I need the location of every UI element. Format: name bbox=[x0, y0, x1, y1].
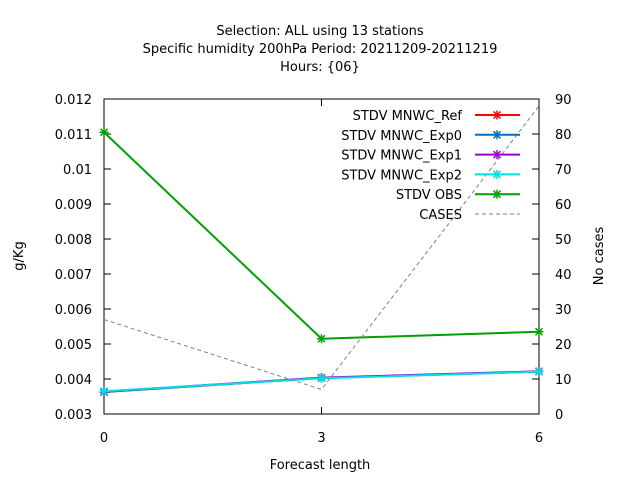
y-tick-label: 0.003 bbox=[55, 408, 92, 423]
data-point bbox=[534, 367, 544, 377]
data-point bbox=[317, 373, 326, 383]
legend-marker bbox=[492, 130, 502, 140]
title-line-2: Specific humidity 200hPa Period: 2021120… bbox=[143, 42, 498, 57]
legend-label: CASES bbox=[419, 208, 462, 223]
legend-marker bbox=[492, 189, 502, 199]
y2-tick-label: 50 bbox=[555, 233, 572, 248]
y2-tick-label: 70 bbox=[555, 163, 572, 178]
series-line-5 bbox=[103, 105, 540, 391]
legend-label: STDV OBS bbox=[396, 188, 462, 203]
y-tick-label: 0.005 bbox=[55, 338, 92, 353]
y-tick-label: 0.006 bbox=[55, 303, 92, 318]
axes-ticks: 0.003 0.004 0.005 0.006 0.007 0.008 0.009 0.01 0… bbox=[55, 93, 572, 446]
legend-label: STDV MNWC_Ref bbox=[353, 109, 463, 124]
y-tick-label: 0.012 bbox=[55, 93, 92, 108]
y2-tick-label: 0 bbox=[555, 408, 563, 423]
y-tick-label: 0.009 bbox=[55, 198, 92, 213]
data-point bbox=[99, 127, 109, 137]
x-tick-label: 6 bbox=[535, 431, 543, 446]
legend-item: STDV MNWC_Exp0 bbox=[341, 129, 520, 144]
title-line-1: Selection: ALL using 13 stations bbox=[216, 24, 424, 39]
y2-tick-label: 10 bbox=[555, 373, 572, 388]
y-tick-label: 0.01 bbox=[63, 163, 92, 178]
legend-item: CASES bbox=[419, 208, 520, 223]
x-axis-label: Forecast length bbox=[270, 458, 371, 473]
legend-marker bbox=[492, 169, 502, 179]
data-lines bbox=[99, 105, 544, 397]
series-line-4 bbox=[103, 131, 540, 340]
y2-tick-label: 40 bbox=[555, 268, 572, 283]
title-line-3: Hours: {06} bbox=[280, 60, 360, 75]
legend-marker bbox=[492, 150, 502, 160]
y2-tick-label: 60 bbox=[555, 198, 572, 213]
data-point bbox=[534, 327, 544, 337]
y2-tick-label: 90 bbox=[555, 93, 572, 108]
legend-item: STDV OBS bbox=[396, 188, 520, 203]
x-tick-label: 0 bbox=[100, 431, 108, 446]
y-tick-label: 0.008 bbox=[55, 233, 92, 248]
legend: STDV MNWC_Ref STDV MNWC_Exp0 STDV MNWC_Exp… bbox=[341, 109, 520, 223]
data-point bbox=[317, 334, 326, 344]
data-point bbox=[99, 386, 109, 396]
y2-tick-label: 30 bbox=[555, 303, 572, 318]
legend-item: STDV MNWC_Ref bbox=[353, 109, 520, 124]
y-tick-label: 0.007 bbox=[55, 268, 92, 283]
legend-label: STDV MNWC_Exp1 bbox=[341, 149, 462, 164]
y-tick-label: 0.011 bbox=[55, 128, 92, 143]
chart-title: Selection: ALL using 13 stations Specifi… bbox=[143, 24, 498, 75]
y2-tick-label: 20 bbox=[555, 338, 572, 353]
legend-marker bbox=[492, 110, 502, 120]
plot-frame bbox=[103, 98, 540, 415]
legend-label: STDV MNWC_Exp2 bbox=[341, 168, 462, 183]
legend-label: STDV MNWC_Exp0 bbox=[341, 129, 462, 144]
y2-axis-label: No cases bbox=[592, 227, 607, 286]
y-tick-label: 0.004 bbox=[55, 373, 92, 388]
legend-item: STDV MNWC_Exp1 bbox=[341, 149, 520, 164]
x-tick-label: 3 bbox=[317, 431, 325, 446]
y-axis-label: g/Kg bbox=[12, 241, 27, 270]
legend-item: STDV MNWC_Exp2 bbox=[341, 168, 520, 183]
y2-tick-label: 80 bbox=[555, 128, 572, 143]
